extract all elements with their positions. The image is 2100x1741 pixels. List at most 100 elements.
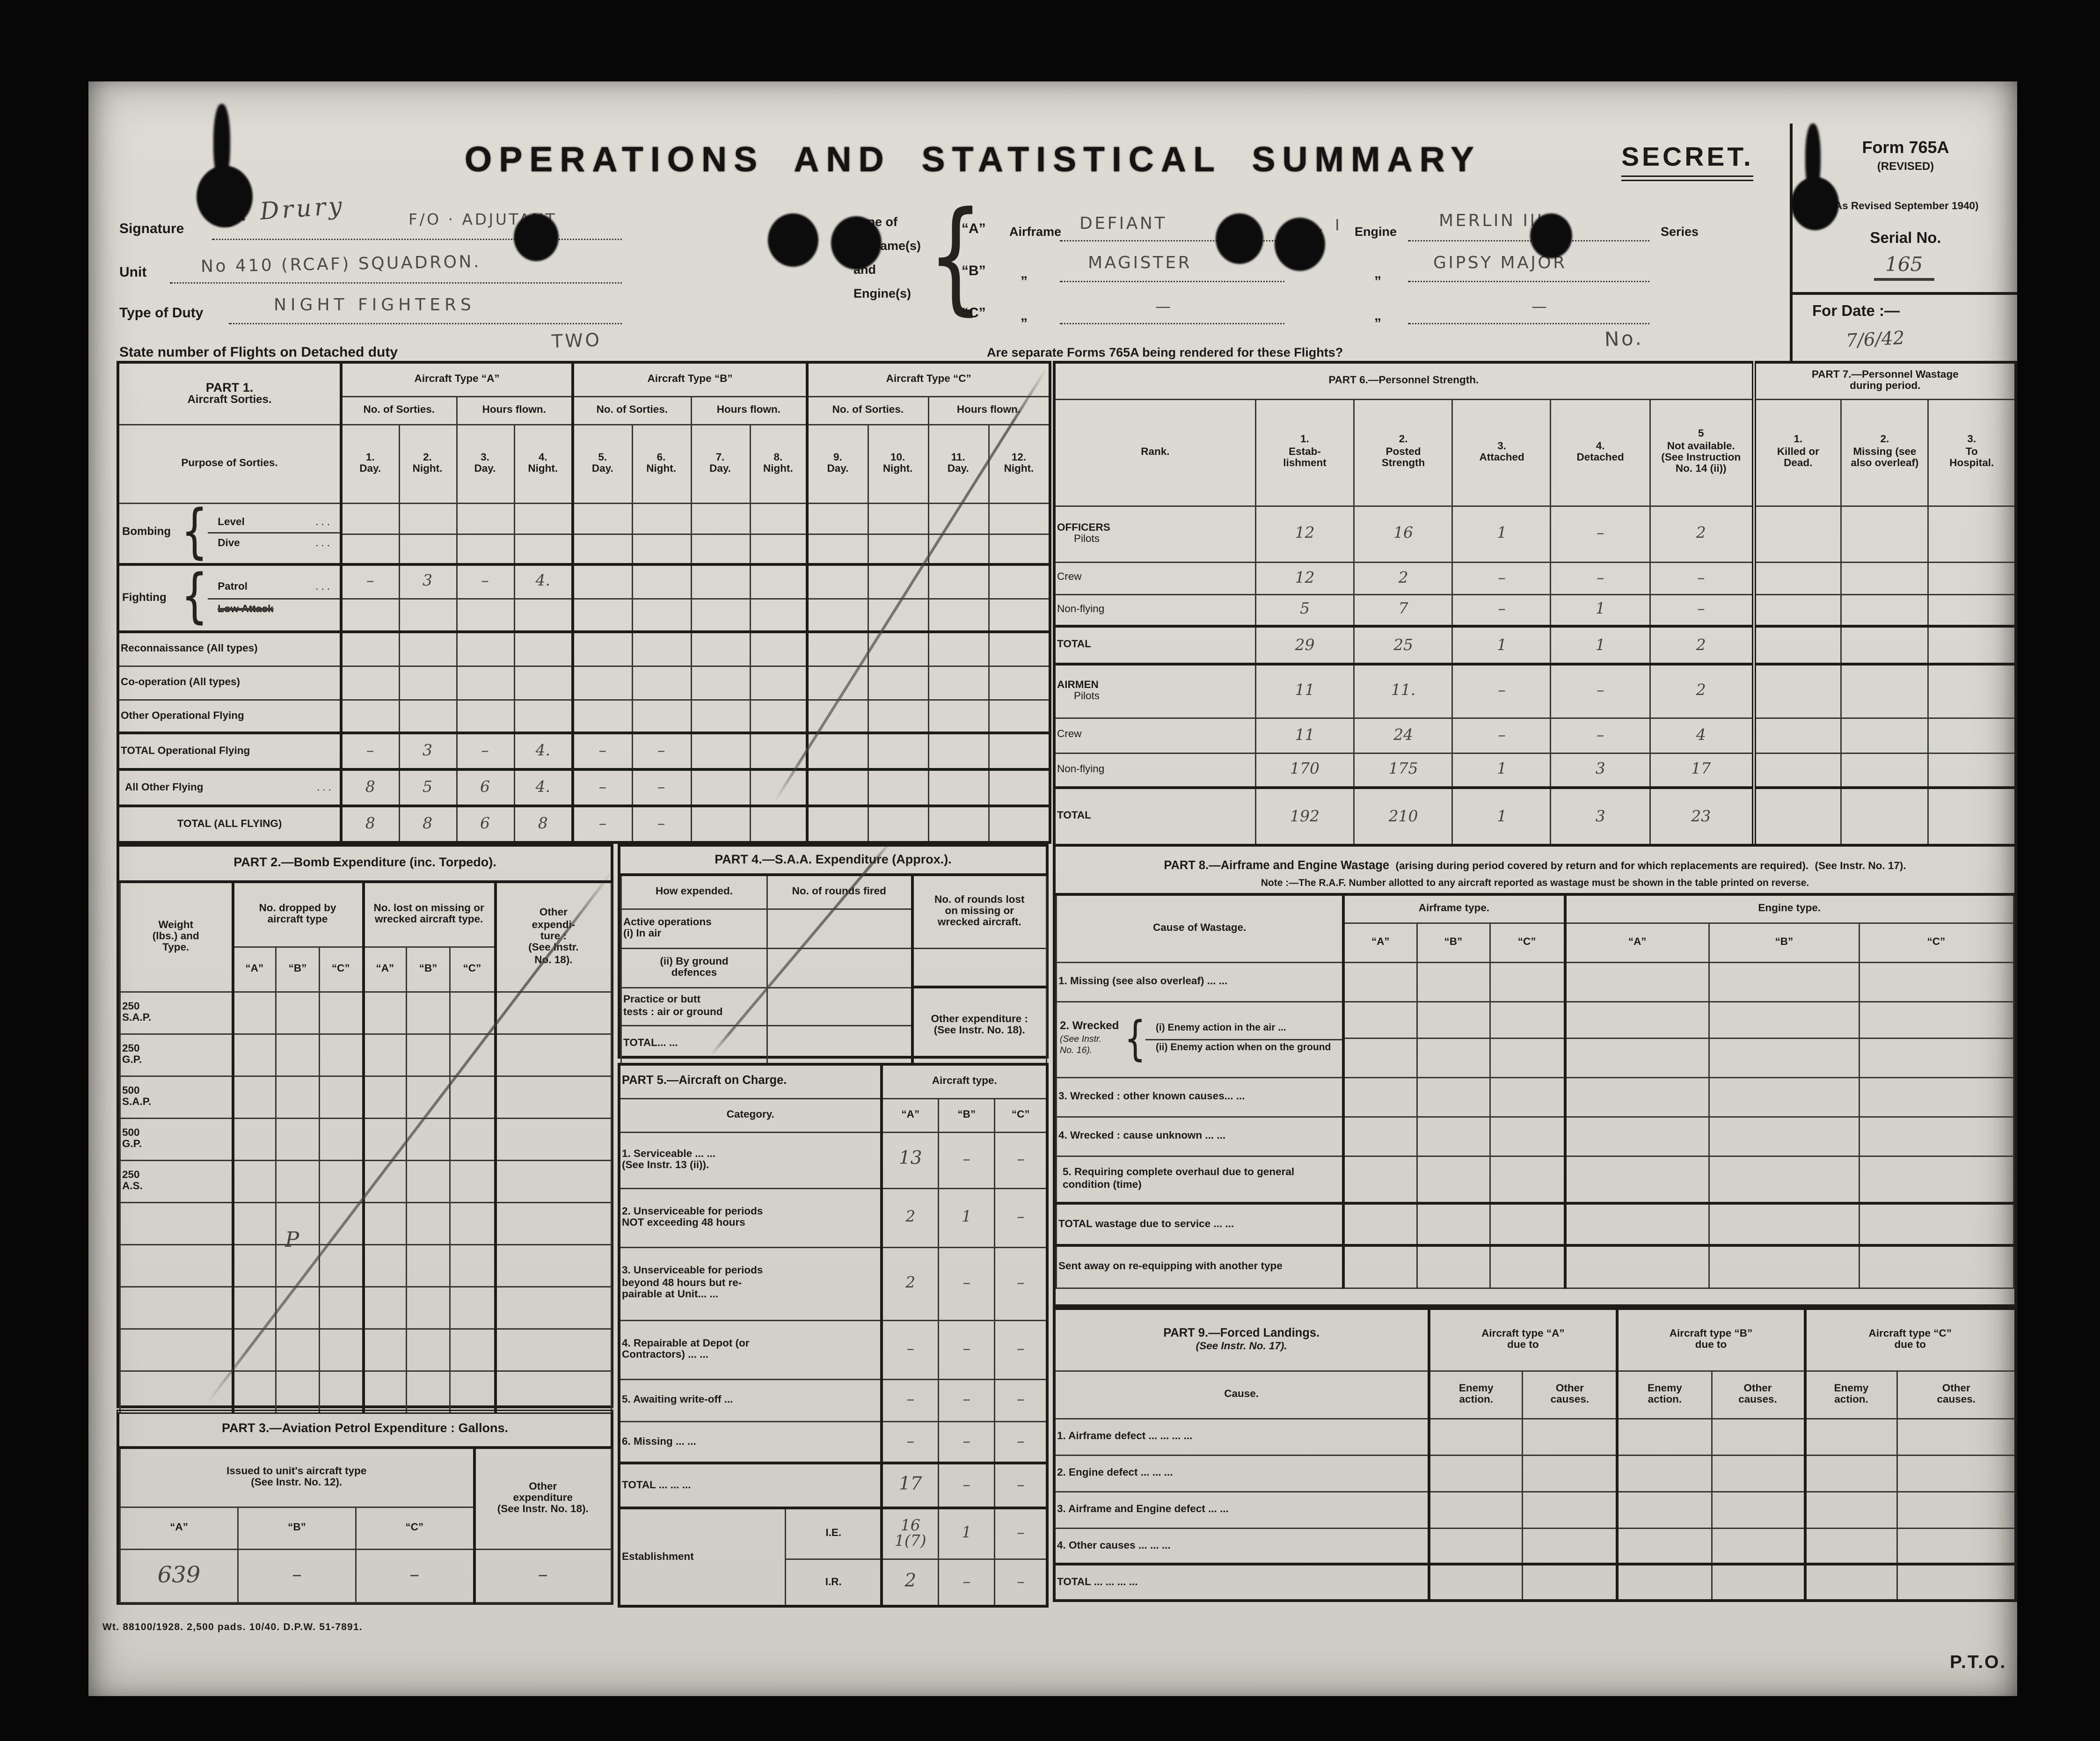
cell — [398, 533, 457, 565]
cell — [406, 990, 451, 1034]
cell-value: 23 — [1648, 786, 1756, 846]
cell — [1927, 752, 2017, 789]
cell — [1564, 1155, 1710, 1204]
cell-value: – — [455, 732, 515, 770]
part1-aircraft-sorties-table: PART 1. Aircraft Sorties. Aircraft Type … — [117, 361, 1052, 844]
cell — [911, 947, 1047, 988]
cell — [1416, 1037, 1491, 1078]
cell — [455, 665, 515, 700]
cell-value: 1 — [1550, 593, 1650, 627]
row-a-id: “A” — [962, 222, 986, 237]
cell-value: 2 — [881, 1187, 939, 1248]
other-causes-header: Other causes. — [1711, 1369, 1806, 1419]
cell — [1708, 1000, 1859, 1039]
cell-value: 6 — [455, 768, 515, 807]
cell — [1342, 1076, 1418, 1117]
cell-value: – — [937, 1131, 996, 1189]
part2-title: PART 2.—Bomb Expenditure (inc. Torpedo). — [233, 855, 496, 869]
cell-value: – — [1550, 663, 1650, 718]
cell-value: – — [473, 1548, 612, 1603]
cell-value: 17 — [881, 1462, 939, 1509]
row: Issued to unit's aircraft type (See Inst… — [119, 1447, 612, 1550]
establishment-label: Establishment — [618, 1507, 787, 1607]
dots: ... — [315, 515, 333, 528]
cell — [494, 1243, 612, 1287]
cell — [766, 986, 913, 1026]
cell — [119, 1201, 234, 1245]
pto-label: P.T.O. — [1950, 1651, 2007, 1672]
part8-title3: (See Instr. No. 17). — [1815, 859, 1906, 872]
row-charge-total: TOTAL ... ... ... 17 – – — [618, 1462, 1048, 1509]
cell — [987, 698, 1051, 734]
row: PART 1. Aircraft Sorties. Aircraft Type … — [117, 361, 1051, 425]
cell — [340, 630, 400, 666]
cell — [631, 597, 692, 633]
row-airframe-defect: 1. Airframe defect ... ... ... ... — [1053, 1417, 2017, 1456]
cell — [513, 597, 575, 633]
col-c: “C” — [994, 1097, 1048, 1133]
row-airmen-crew: Crew 11 24 – – 4 — [1053, 717, 2017, 753]
cell — [398, 665, 457, 700]
cell — [749, 533, 809, 565]
col-header: 2. Night. — [398, 423, 457, 504]
cell — [1896, 1527, 2017, 1565]
dots: ... — [315, 536, 333, 549]
total-op-label: TOTAL Operational Flying — [117, 732, 343, 770]
cell — [749, 805, 809, 843]
unit-label: Unit — [119, 265, 147, 281]
cell — [1489, 1037, 1566, 1078]
cell — [1858, 961, 2015, 1002]
cell — [1522, 1490, 1619, 1529]
cell — [572, 665, 633, 700]
cell — [398, 502, 457, 534]
cell-value: 175 — [1353, 752, 1453, 789]
row-reconnaissance: Reconnaissance (All types) — [117, 630, 1051, 666]
cell — [362, 1117, 408, 1161]
cell — [1858, 1155, 2015, 1204]
col-a: “A” — [881, 1097, 939, 1133]
row-blank — [119, 1201, 612, 1245]
awaiting-writeoff-label: 5. Awaiting write-off ... — [618, 1378, 883, 1422]
row: “A” “B” “C” “A” “B” “C” — [1057, 922, 2015, 963]
cell — [406, 1327, 451, 1371]
enemy-action-header: Enemy action. — [1616, 1369, 1713, 1419]
cell — [1489, 1000, 1566, 1039]
part3-title: PART 3.—Aviation Petrol Expenditure : Ga… — [221, 1421, 509, 1435]
cell — [1708, 1202, 1859, 1247]
cell — [1428, 1454, 1524, 1492]
engine-label: Engine — [1355, 225, 1397, 239]
cell-value: 29 — [1254, 625, 1355, 666]
cell — [1840, 625, 1929, 666]
serial-label: Serial No. — [1870, 230, 1941, 247]
cell — [867, 533, 929, 565]
purpose-header: Purpose of Sorties. — [117, 423, 343, 504]
engine-a-value: MERLIN III — [1439, 211, 1544, 230]
cell-value: – — [994, 1507, 1048, 1559]
landings-total-label: TOTAL ... ... ... ... — [1053, 1563, 1430, 1602]
cell — [927, 665, 989, 700]
cell — [1804, 1527, 1898, 1565]
cell — [766, 1024, 913, 1064]
cell — [340, 665, 400, 700]
bombing-label: Bombing — [122, 525, 171, 538]
cell — [494, 1369, 612, 1413]
cell — [232, 1243, 277, 1287]
col-header: 9. Day. — [806, 423, 868, 504]
sorties-header: No. of Sorties. — [806, 395, 929, 425]
ditto-c2: „ — [1374, 309, 1381, 324]
cell — [119, 1327, 234, 1371]
cell — [1522, 1527, 1619, 1565]
col-header: 1. Day. — [340, 423, 400, 504]
cell-value: – — [994, 1462, 1048, 1509]
sorties-header: No. of Sorties. — [572, 395, 692, 425]
cell — [631, 665, 692, 700]
coop-label: Co-operation (All types) — [117, 665, 343, 700]
cell — [1711, 1527, 1806, 1565]
cell-value: – — [1648, 593, 1756, 627]
other-expenditure-cell: Other expenditure : (See Instr. No. 18). — [911, 986, 1047, 1064]
cell — [232, 1117, 277, 1161]
cell — [318, 1075, 365, 1119]
part4-saa-table: How expended. No. of rounds fired No. of… — [620, 873, 1047, 1064]
col-b: “B” — [1416, 922, 1491, 963]
fighting-brace: { — [181, 564, 208, 632]
